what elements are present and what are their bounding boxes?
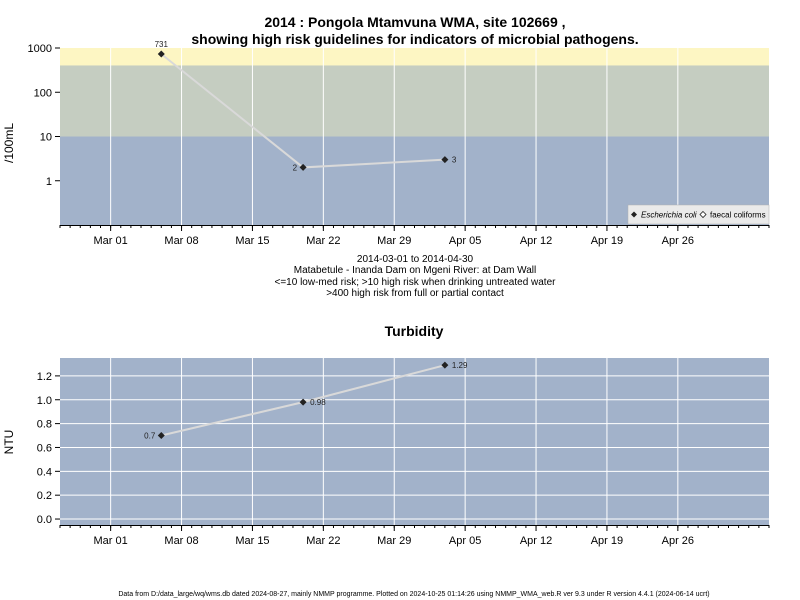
chart1-data-label: 2 [293,163,298,172]
chart2-y-tick-label: 0.2 [37,490,52,502]
chart1-risk-band-0 [60,48,769,66]
chart2-data-point [441,361,449,369]
ecoli-plot: 1000 100 10 1 Mar 01 Mar 08 Mar 15 Mar 22 Mar 29… [28,40,770,247]
footer-note: Data from D:/data_large/wq/wms.db dated … [118,591,709,598]
faecal-coliforms-legend-label: faecal coliforms [710,211,766,220]
chart2-data-label: 1.29 [452,361,468,370]
ecoli-legend-marker [631,211,637,218]
chart1-x-tick-label: Apr 26 [662,235,694,247]
chart2-y-tick-label: 0.8 [37,419,52,431]
chart1-legend-box [627,204,770,225]
chart2-x-tick-label: Mar 15 [235,535,269,547]
chart2-plot-background [60,358,769,525]
chart1-title-line2: showing high risk guidelines for indicat… [191,31,638,47]
chart2-title: Turbidity [385,323,444,339]
chart1-title-line1: 2014 : Pongola Mtamvuna WMA, site 102669… [264,14,565,30]
chart1-x-tick-label: Mar 29 [377,235,411,247]
chart2-y-axis-title: NTU [2,430,16,455]
chart2-x-tick-label: Mar 29 [377,535,411,547]
chart2-y-tick-label: 0.0 [37,514,52,526]
chart1-data-label: 731 [155,40,169,49]
chart1-data-point [157,50,165,58]
chart1-x-tick-label: Apr 19 [591,235,623,247]
chart2-x-tick-label: Apr 12 [520,535,552,547]
chart2-x-tick-label: Mar 01 [94,535,128,547]
chart1-data-point [441,156,449,164]
chart2-y-tick-label: 1.2 [37,371,52,383]
chart1-y-axis-title: /100mL [2,123,16,163]
chart2-data-label: 0.7 [144,432,156,441]
chart2-x-tick-label: Apr 19 [591,535,623,547]
chart2-y-tick-label: 1.0 [37,395,52,407]
turbidity-plot: 0.0 0.2 0.4 0.6 0.8 1.0 1.2 Mar 01 Mar 08 Mar 15 M… [37,358,770,547]
chart1-x-tick-label: Apr 05 [449,235,481,247]
chart1-y-tick-label: 10 [40,132,52,144]
chart2-x-tick-label: Mar 08 [164,535,198,547]
chart2-x-tick-label: Apr 05 [449,535,481,547]
chart2-y-tick-label: 0.4 [37,466,52,478]
chart1-x-tick-label: Mar 08 [164,235,198,247]
chart1-subtitle-date-range: 2014-03-01 to 2014-04-30 [357,254,474,265]
chart1-data-label: 3 [452,156,457,165]
chart1-x-tick-label: Mar 22 [306,235,340,247]
chart2-x-tick-label: Mar 22 [306,535,340,547]
chart1-y-tick-label: 1 [46,176,52,188]
chart2-y-tick-label: 0.6 [37,442,52,454]
chart1-y-tick-label: 1000 [28,43,52,55]
chart2-x-tick-label: Apr 26 [662,535,694,547]
chart1-x-tick-label: Apr 12 [520,235,552,247]
chart2-data-point [157,432,165,440]
chart2-data-point [299,398,307,406]
chart1-data-point [299,163,307,171]
chart1-x-tick-label: Mar 01 [94,235,128,247]
chart1-risk-band-1 [60,65,769,137]
chart1-subtitle-site: Matabetule - Inanda Dam on Mgeni River: … [294,265,537,276]
chart2-data-label: 0.98 [310,398,326,407]
chart1-y-tick-label: 100 [34,87,52,99]
ecoli-legend-label: Escherichia coli [641,211,697,220]
chart1-subtitle-guideline-drinking: <=10 low-med risk; >10 high risk when dr… [275,277,557,288]
chart1-x-tick-label: Mar 15 [235,235,269,247]
faecal-coliforms-legend-marker [699,210,707,219]
chart1-subtitle-guideline-contact: >400 high risk from full or partial cont… [326,288,504,299]
